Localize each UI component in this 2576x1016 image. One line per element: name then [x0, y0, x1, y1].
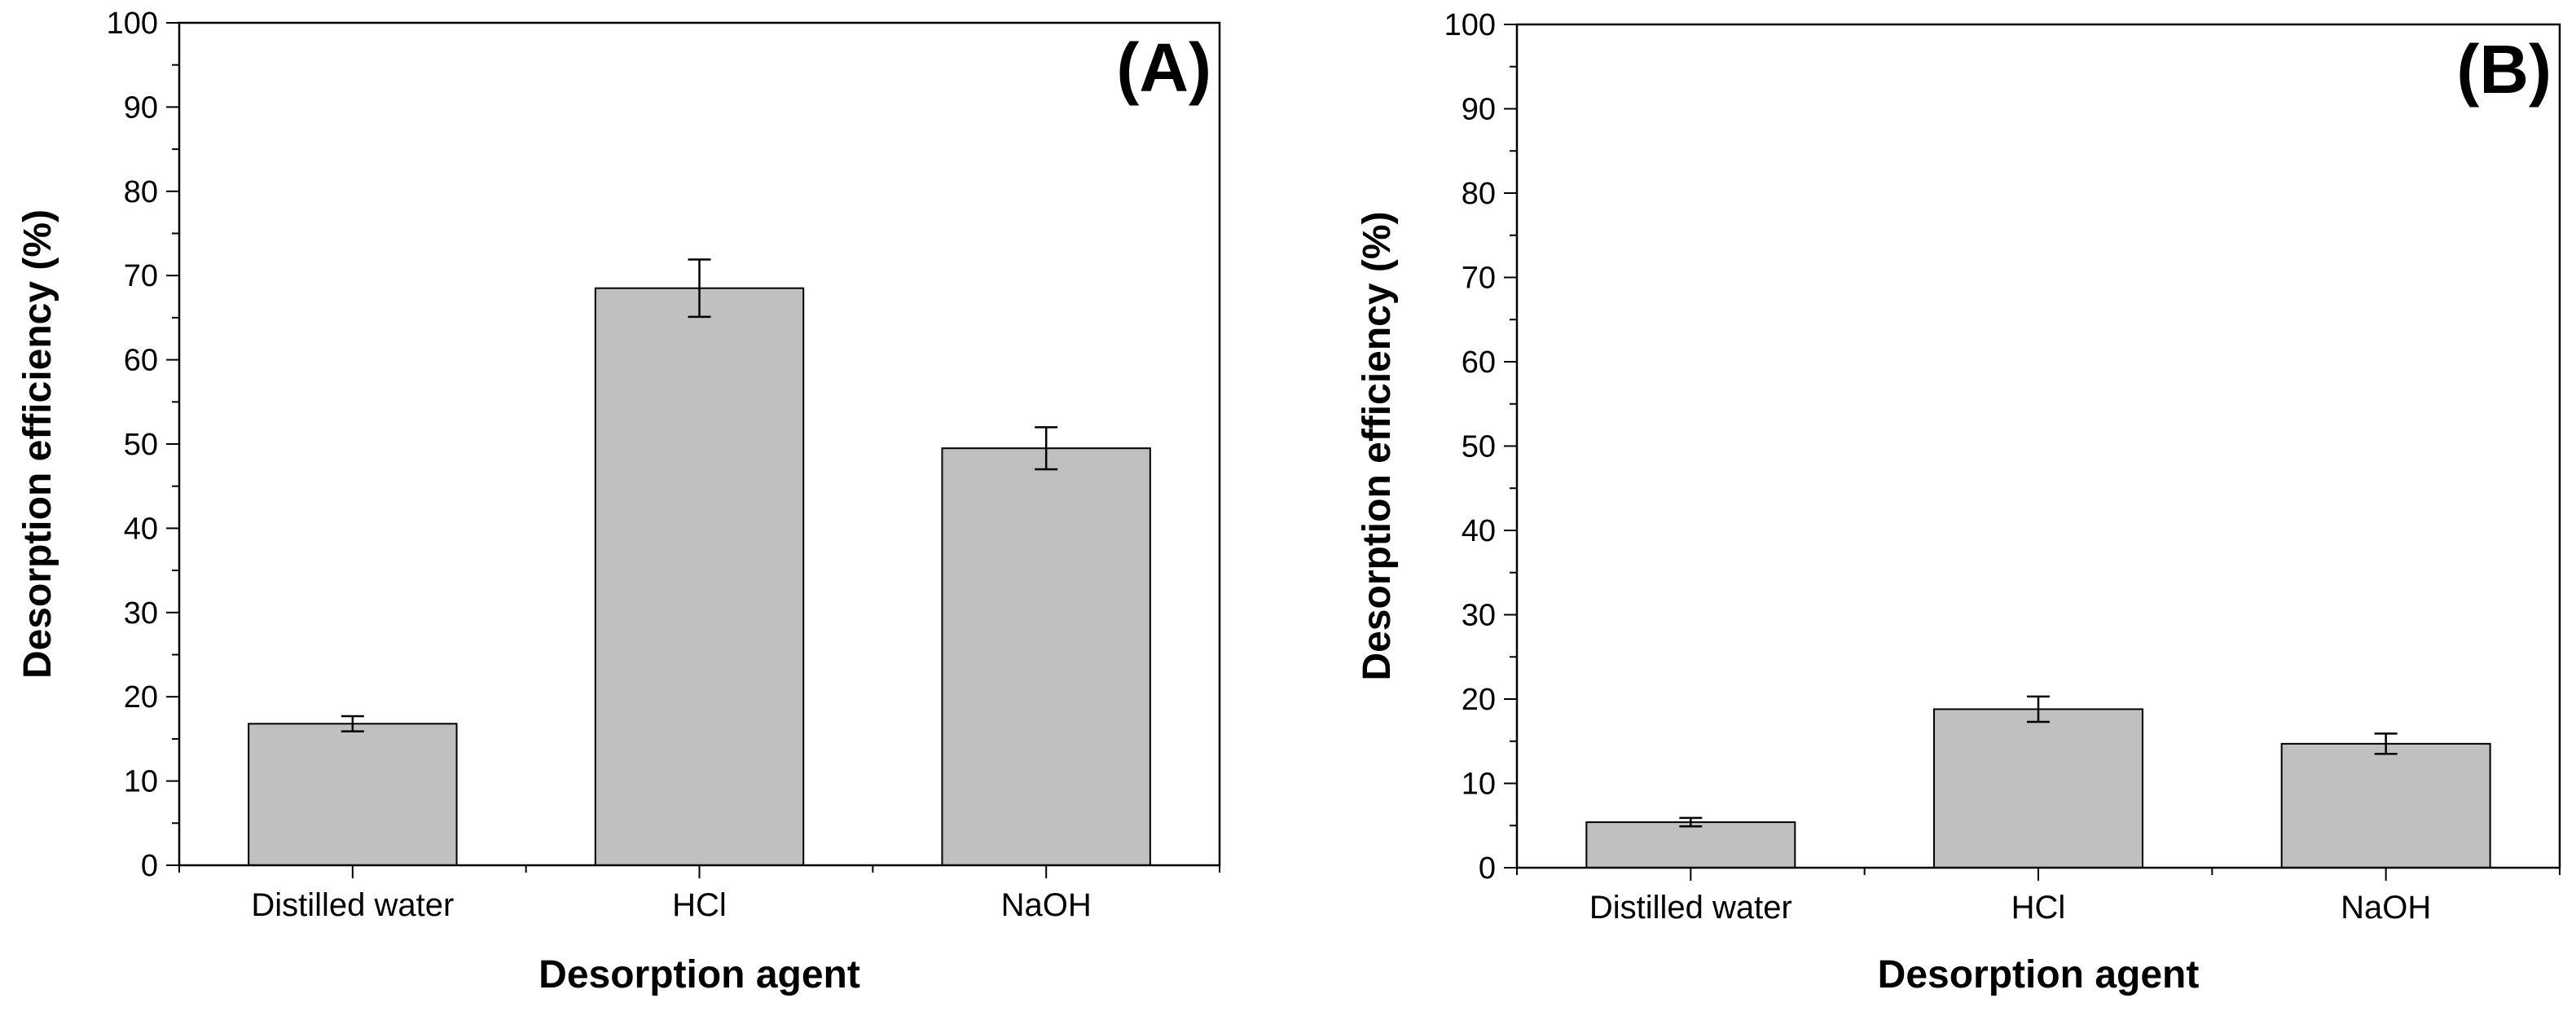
chart-b-plot-frame: [1515, 23, 2561, 869]
chart-a-y-axis-title: Desorption efficiency (%): [16, 209, 59, 679]
chart-a-errorbar-1: [688, 258, 711, 319]
chart-b-errorbar-0: [1679, 816, 1703, 828]
chart-b-y-tick-label-0: 0: [1479, 851, 1496, 886]
chart-b-x-tick-label-2: NaOH: [2341, 890, 2431, 926]
chart-a-errorbar-0: [341, 715, 364, 732]
chart-a-plot-frame: [178, 21, 1221, 867]
chart-b-y-tick-label-9: 90: [1462, 93, 1496, 127]
chart-a-x-tick-label-0: Distilled water: [251, 887, 454, 923]
chart-a-y-tick-label-10: 100: [107, 7, 158, 41]
chart-a-y-tick-label-5: 50: [124, 428, 158, 462]
chart-a-bar-2: [941, 447, 1151, 866]
chart-a-x-tick-label-1: HCl: [672, 887, 727, 923]
chart-b-y-tick-label-7: 70: [1462, 262, 1496, 296]
chart-a-y-tick-label-2: 20: [124, 680, 158, 715]
chart-a-y-tick-label-8: 80: [124, 175, 158, 209]
chart-b-x-tick-label-1: HCl: [2011, 890, 2066, 926]
chart-b-y-axis-title: Desorption efficiency (%): [1356, 211, 1399, 680]
chart-b-y-tick-label-10: 100: [1444, 8, 1496, 42]
chart-a: Distilled water HCl NaOH 0 10 20 30 40 50 60 70 80 9…: [16, 7, 1221, 996]
chart-b-x-axis-title: Desorption agent: [1878, 953, 2200, 996]
chart-b-x-tick-label-0: Distilled water: [1589, 890, 1792, 926]
chart-b-errorbar-1: [2027, 695, 2050, 724]
chart-a-y-tick-label-7: 70: [124, 259, 158, 293]
chart-a-bar-1: [594, 287, 805, 866]
chart-b-errorbar-2: [2374, 732, 2398, 755]
chart-b-y-tick-label-1: 10: [1462, 767, 1496, 802]
chart-a-errorbar-2: [1035, 426, 1058, 471]
chart-a-y-tick-label-6: 60: [124, 344, 158, 378]
chart-a-y-tick-label-1: 10: [124, 765, 158, 799]
chart-a-y-tick-label-0: 0: [141, 849, 158, 883]
chart-b-y-tick-label-5: 50: [1462, 430, 1496, 464]
chart-a-y-tick-label-4: 40: [124, 512, 158, 546]
chart-b: Distilled water HCl NaOH 0 10 20 30 40 50 60 70 80 9…: [1356, 8, 2561, 996]
chart-a-panel-label: (A): [1116, 29, 1211, 106]
chart-b-y-tick-label-8: 80: [1462, 177, 1496, 211]
chart-b-y-tick-label-3: 30: [1462, 599, 1496, 633]
chart-b-panel-label: (B): [2456, 31, 2552, 108]
chart-a-y-tick-label-9: 90: [124, 90, 158, 125]
chart-a-x-tick-label-2: NaOH: [1001, 887, 1092, 923]
chart-a-y-tick-label-3: 30: [124, 596, 158, 631]
chart-b-y-tick-label-2: 20: [1462, 683, 1496, 717]
chart-b-bar-2: [2280, 742, 2491, 869]
chart-b-y-tick-label-4: 40: [1462, 514, 1496, 548]
chart-b-y-tick-label-6: 60: [1462, 345, 1496, 380]
chart-a-bar-0: [248, 723, 458, 867]
chart-b-bar-1: [1933, 708, 2143, 869]
chart-a-x-axis-title: Desorption agent: [538, 953, 860, 996]
chart-b-bar-0: [1585, 821, 1796, 869]
